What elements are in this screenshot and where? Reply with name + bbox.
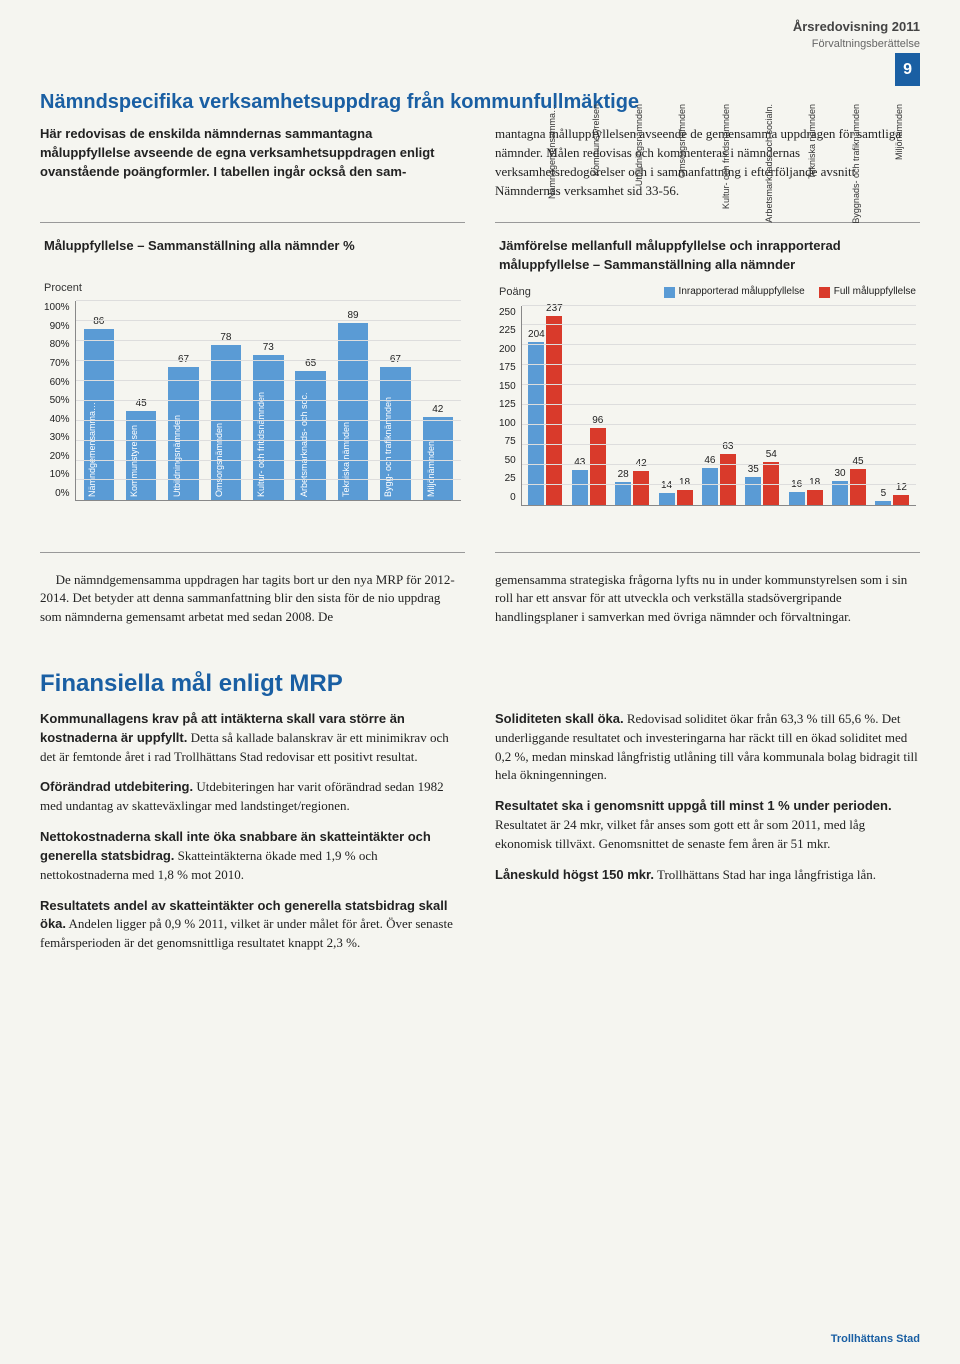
fin-item: Soliditeten skall öka. Redovisad solidit…: [495, 710, 920, 785]
bar: 89Tekniska nämnden: [338, 323, 369, 500]
fin-item: Kommunallagens krav på att intäkterna sk…: [40, 710, 465, 767]
chart2-plot: Nämndgemensamma…204237Kommunstyrelsen439…: [521, 306, 916, 506]
bar-slot: 78Omsorgsnämnden: [205, 301, 247, 500]
header-subtitle: Förvaltningsberättelse: [793, 37, 920, 53]
bar-group-slot: Utbildningsnämnden2842: [610, 306, 653, 505]
chart1-plot: 86Nämndgemensamma… 45Kommunstyrelsen67Utb…: [75, 301, 461, 501]
bar-group-slot: Byggnads- och trafiknämnden3045: [827, 306, 870, 505]
fin-item: Nettokostnaderna skall inte öka snabbare…: [40, 828, 465, 885]
bar-group-slot: Nämndgemensamma…204237: [524, 306, 567, 505]
bar: 86Nämndgemensamma…: [84, 329, 115, 500]
bar-slot: 67Bygg- och trafiknämnden: [374, 301, 416, 500]
bar-group-slot: Tekniska nämnden1618: [784, 306, 827, 505]
page-number: 9: [895, 53, 920, 86]
bar: 42Miljönämnden: [423, 417, 454, 501]
chart-maluppfyllelse: Måluppfyllelse – Sammanställning alla nä…: [40, 222, 465, 552]
bar-group-slot: Miljönämnden512: [871, 306, 914, 505]
fin-item: Oförändrad utdebitering. Utdebiteringen …: [40, 778, 465, 816]
fin-item: Resultatet ska i genomsnitt uppgå till m…: [495, 797, 920, 854]
fin-right: Soliditeten skall öka. Redovisad solidit…: [495, 710, 920, 965]
intro-left: Här redovisas de enskilda nämndernas sam…: [40, 125, 465, 200]
footer-text: Trollhättans Stad: [831, 1332, 920, 1348]
fin-left: Kommunallagens krav på att intäkterna sk…: [40, 710, 465, 965]
bar: 45Kommunstyrelsen: [126, 411, 157, 501]
financial-columns: Kommunallagens krav på att intäkterna sk…: [40, 710, 920, 965]
chart2-subtitle: Poäng: [499, 285, 531, 301]
bar-slot: 65Arbetsmarknads- och soc.: [289, 301, 331, 500]
bar-group-slot: Arbetsmarknads- och socialn.3554: [741, 306, 784, 505]
bar: 78Omsorgsnämnden: [211, 345, 242, 500]
bar-group-slot: Omsorgsnämnden1418: [654, 306, 697, 505]
bar-group-slot: Kommunstyrelsen4396: [567, 306, 610, 505]
bar-slot: 42Miljönämnden: [417, 301, 459, 500]
body2-right: gemensamma strategiska frågorna lyfts nu…: [495, 571, 920, 628]
bar-slot: 86Nämndgemensamma…: [78, 301, 120, 500]
body-columns-2: De nämndgemensamma uppdragen har tagits …: [40, 571, 920, 628]
chart2-yaxis: 2502252001751501251007550250: [499, 306, 521, 506]
body2-left: De nämndgemensamma uppdragen har tagits …: [40, 571, 465, 628]
section2-heading: Finansiella mål enligt MRP: [40, 667, 920, 702]
chart1-title: Måluppfyllelse – Sammanställning alla nä…: [44, 237, 461, 271]
bar-slot: 45Kommunstyrelsen: [120, 301, 162, 500]
chart1-subtitle: Procent: [44, 281, 461, 297]
bar-slot: 73Kultur- och fritidsnämnden: [247, 301, 289, 500]
charts-row: Måluppfyllelse – Sammanställning alla nä…: [40, 222, 920, 552]
bar: 65Arbetsmarknads- och soc.: [295, 371, 326, 500]
bar-group-slot: Kultur- och fritidsnämnden4663: [697, 306, 740, 505]
header-title: Årsredovisning 2011: [793, 18, 920, 37]
page-header: Årsredovisning 2011 Förvaltningsberättel…: [793, 18, 920, 86]
fin-item: Låneskuld högst 150 mkr. Trollhättans St…: [495, 866, 920, 885]
fin-item: Resultatets andel av skatteintäkter och …: [40, 897, 465, 954]
bar-slot: 89Tekniska nämnden: [332, 301, 374, 500]
bar-slot: 67Utbildningsnämnden: [162, 301, 204, 500]
chart-jamforelse: Jämförelse mellanfull måluppfyllelse och…: [495, 222, 920, 552]
chart1-yaxis: 100%90%80%70%60%50%40%30%20%10%0%: [44, 301, 75, 501]
